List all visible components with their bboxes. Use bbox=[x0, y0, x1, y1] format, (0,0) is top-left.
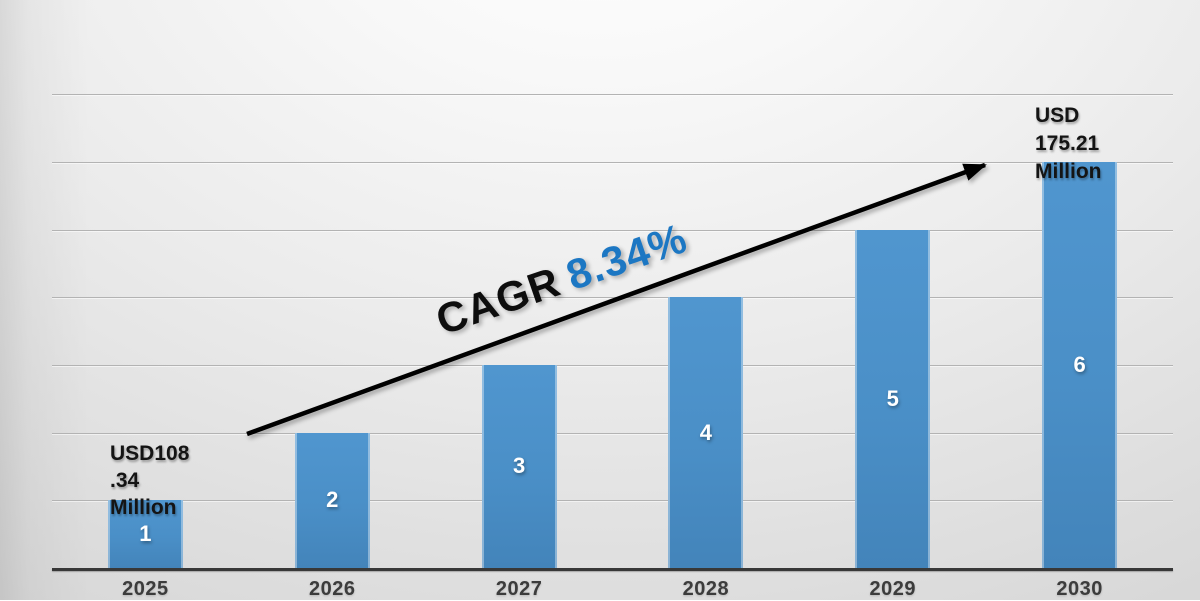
bar-value-label: 3 bbox=[512, 453, 526, 479]
end-value-line3: Million bbox=[1035, 160, 1102, 183]
x-tick-2025: 2025 bbox=[122, 578, 169, 600]
bar-value-label: 6 bbox=[1073, 351, 1086, 377]
start-value-line3: Million bbox=[110, 496, 177, 519]
start-value-line2: .34 bbox=[110, 469, 140, 492]
end-value-line2: 175.21 bbox=[1035, 132, 1100, 155]
bar-2026: 2 bbox=[294, 432, 370, 568]
x-tick-2030: 2030 bbox=[1056, 578, 1103, 600]
trend-arrow-line bbox=[246, 162, 987, 437]
x-tick-2028: 2028 bbox=[682, 578, 730, 600]
end-value-line1: USD bbox=[1035, 104, 1080, 127]
gridline-2 bbox=[52, 432, 1173, 434]
gridline-1 bbox=[52, 500, 1173, 502]
x-tick-2029: 2029 bbox=[869, 578, 917, 600]
bar-2029: 5 bbox=[855, 229, 931, 568]
gridline-7 bbox=[52, 94, 1173, 96]
x-axis-line bbox=[52, 568, 1173, 571]
bar-value-label: 2 bbox=[326, 487, 339, 513]
x-tick-2027: 2027 bbox=[495, 578, 543, 600]
bar-2028: 4 bbox=[668, 297, 744, 568]
end-value-callout: USD 175.21 Million bbox=[1035, 102, 1102, 186]
bar-value-label: 5 bbox=[886, 385, 899, 411]
bar-value-label: 4 bbox=[699, 419, 713, 445]
x-tick-2026: 2026 bbox=[309, 578, 356, 600]
bar-2025: 1 bbox=[107, 500, 183, 568]
gridline-5 bbox=[52, 229, 1173, 231]
bar-2030: 6 bbox=[1042, 161, 1118, 568]
start-value-callout: USD108 .34 Million bbox=[110, 440, 189, 521]
gridline-3 bbox=[52, 364, 1173, 366]
gridline-4 bbox=[52, 297, 1173, 299]
bar-2027: 3 bbox=[481, 364, 557, 568]
start-value-line1: USD108 bbox=[110, 442, 190, 465]
bar-value-label: 1 bbox=[139, 521, 152, 547]
gridline-6 bbox=[52, 161, 1173, 163]
